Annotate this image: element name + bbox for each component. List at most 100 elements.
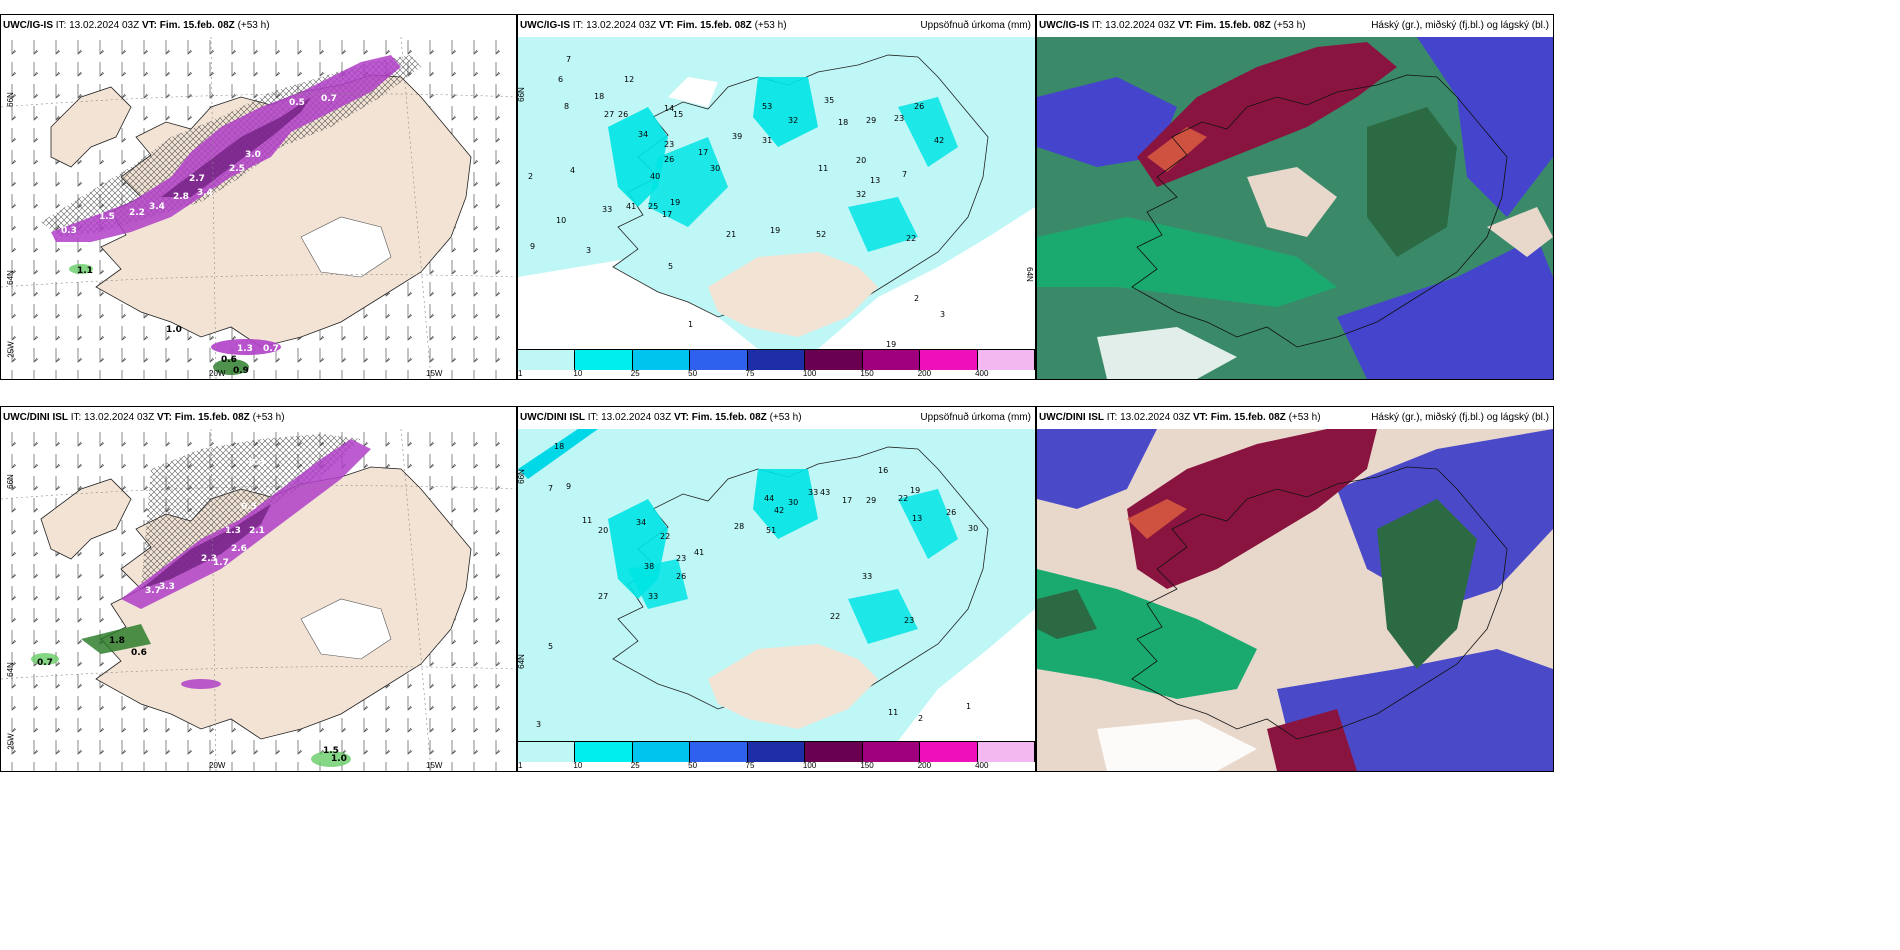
vt-label: VT: <box>673 412 689 423</box>
it-value: 13.02.2024 03Z <box>586 20 657 31</box>
lon-label-25: 25W <box>6 341 16 358</box>
map-accum-precip[interactable]: 7 6 8 18 27 26 12 14 15 34 23 26 40 33 4… <box>518 37 1035 349</box>
legend-tick: 200 <box>917 761 932 770</box>
high-cloud-red-s <box>1267 709 1357 771</box>
legend-seg-400 <box>977 350 1035 370</box>
legend-seg-50 <box>690 742 748 762</box>
svg-text:52: 52 <box>816 230 826 239</box>
model-name: UWC/DINI ISL <box>3 412 68 423</box>
svg-text:41: 41 <box>694 548 704 557</box>
svg-text:1.1: 1.1 <box>77 266 93 276</box>
svg-text:0.5: 0.5 <box>289 98 305 108</box>
lon-label-15: 15W <box>426 761 443 770</box>
svg-text:13: 13 <box>870 176 880 185</box>
svg-text:16: 16 <box>878 466 888 475</box>
legend-tick: 1 <box>518 369 523 378</box>
map-accum-precip[interactable]: 18 9 7 11 20 34 22 23 38 26 33 41 27 28 … <box>518 429 1035 741</box>
low-cloud-dark <box>1377 499 1477 669</box>
lead-time: (+53 h) <box>754 20 787 31</box>
dry-area <box>818 207 1035 349</box>
dry-south <box>668 77 718 107</box>
grid-lon-15 <box>400 37 432 379</box>
panel-wind-precip-top: UWC/IG-IS IT: 13.02.2024 03Z VT: Fim. 15… <box>0 14 517 380</box>
svg-text:12: 12 <box>624 75 634 84</box>
map-canvas <box>1037 37 1553 379</box>
svg-text:0.3: 0.3 <box>61 226 77 236</box>
mid-cloud-blue-east <box>1417 37 1553 217</box>
panel-clouds-bottom: UWC/DINI ISL IT: 13.02.2024 03Z VT: Fim.… <box>1036 406 1554 772</box>
precip-patch-center <box>628 559 688 609</box>
it-value: 13.02.2024 03Z <box>601 412 672 423</box>
panel-wind-precip-bottom: UWC/DINI ISL IT: 13.02.2024 03Z VT: Fim.… <box>0 406 517 772</box>
legend-tick: 75 <box>745 761 755 770</box>
it-label: IT: <box>587 412 599 423</box>
glacier-vatnajokull <box>300 216 392 278</box>
low-cloud-dark <box>1367 107 1457 257</box>
clear-area-south <box>1097 327 1237 379</box>
svg-text:2.8: 2.8 <box>173 192 189 202</box>
svg-text:2.2: 2.2 <box>129 208 145 218</box>
svg-text:32: 32 <box>788 116 798 125</box>
legend-tick: 400 <box>975 369 989 378</box>
svg-text:0.9: 0.9 <box>233 366 249 376</box>
it-label: IT: <box>1091 20 1103 31</box>
panel-header: UWC/DINI ISL IT: 13.02.2024 03Z VT: Fim.… <box>518 407 1035 429</box>
precip-values: 18 9 7 11 20 34 22 23 38 26 33 41 27 28 … <box>536 442 978 729</box>
svg-text:20: 20 <box>598 526 608 535</box>
clear-area-center <box>1247 167 1337 237</box>
svg-text:43: 43 <box>820 488 830 497</box>
legend-tick: 10 <box>573 369 583 378</box>
svg-text:1.8: 1.8 <box>109 636 125 646</box>
precip-patch-se <box>848 197 918 252</box>
legend-seg-25 <box>632 742 691 762</box>
model-name: UWC/IG-IS <box>520 20 570 31</box>
svg-text:2: 2 <box>918 714 923 723</box>
vt-value: Fim. 15.feb. 08Z <box>676 20 752 31</box>
svg-text:18: 18 <box>594 92 604 101</box>
svg-text:11: 11 <box>582 516 592 525</box>
svg-text:29: 29 <box>866 116 876 125</box>
map-wind-barbs[interactable]: 0.3 1.5 2.2 3.4 2.8 2.7 3.4 2.5 3.0 0.5 … <box>1 37 516 379</box>
model-name: UWC/IG-IS <box>3 20 53 31</box>
svg-text:23: 23 <box>664 140 674 149</box>
svg-text:53: 53 <box>762 102 772 111</box>
precip-streak-nw <box>518 429 598 479</box>
lon-label-20: 20W <box>209 761 226 770</box>
svg-text:3.4: 3.4 <box>197 188 213 198</box>
grid-lat-66 <box>1 93 516 108</box>
legend-seg-150 <box>862 350 921 370</box>
legend-seg-75 <box>747 350 806 370</box>
svg-text:8: 8 <box>564 102 569 111</box>
dry-south-land <box>708 252 878 337</box>
svg-text:19: 19 <box>670 198 680 207</box>
svg-text:1.3: 1.3 <box>237 344 253 354</box>
low-cloud-green <box>1037 217 1337 307</box>
svg-text:3.3: 3.3 <box>159 582 175 592</box>
svg-text:9: 9 <box>530 242 535 251</box>
svg-text:33: 33 <box>648 592 658 601</box>
svg-text:33: 33 <box>808 488 818 497</box>
legend-tick: 25 <box>630 369 640 378</box>
svg-text:18: 18 <box>838 118 848 127</box>
svg-text:33: 33 <box>862 572 872 581</box>
map-wind-barbs[interactable]: 0.3 0.5 1.3 2.1 2.3 2.6 1.7 3.3 3.7 0.7 … <box>1 429 516 771</box>
lat-label-66: 66N <box>517 87 526 102</box>
legend-tick: 100 <box>802 761 817 770</box>
legend-tick: 50 <box>688 761 698 770</box>
svg-text:14: 14 <box>664 104 674 113</box>
svg-text:30: 30 <box>710 164 720 173</box>
high-cloud-orange <box>1147 127 1207 172</box>
map-cloud-cover[interactable] <box>1037 429 1553 771</box>
svg-text:39: 39 <box>732 132 742 141</box>
svg-text:1.0: 1.0 <box>166 325 182 335</box>
svg-text:0.6: 0.6 <box>221 355 237 365</box>
precip-patch-se <box>848 589 918 644</box>
panel-clouds-top: UWC/IG-IS IT: 13.02.2024 03Z VT: Fim. 15… <box>1036 14 1554 380</box>
precip-patch-north <box>753 469 818 539</box>
legend-seg-75 <box>747 742 806 762</box>
legend-tick: 400 <box>975 761 989 770</box>
mid-cloud-blue-south <box>1337 237 1553 379</box>
map-cloud-cover[interactable] <box>1037 37 1553 379</box>
legend-tick: 1 <box>518 761 523 770</box>
vt-value: Fim. 15.feb. 08Z <box>691 412 767 423</box>
